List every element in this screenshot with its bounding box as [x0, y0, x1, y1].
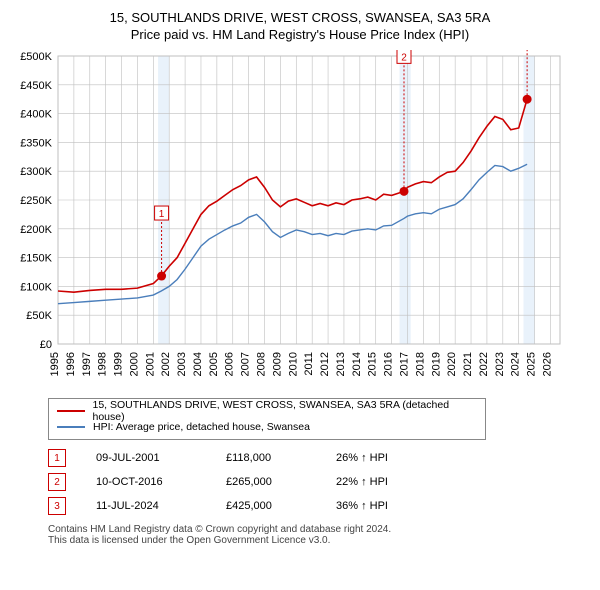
svg-text:£450K: £450K [20, 80, 52, 92]
svg-text:1995: 1995 [49, 352, 61, 376]
svg-text:2012: 2012 [319, 352, 331, 376]
svg-text:2001: 2001 [144, 352, 156, 376]
event-marker: 3 [48, 497, 66, 515]
svg-text:£100K: £100K [20, 281, 52, 293]
chart-title-line1: 15, SOUTHLANDS DRIVE, WEST CROSS, SWANSE… [10, 10, 590, 25]
svg-text:2010: 2010 [287, 352, 299, 376]
svg-text:2024: 2024 [510, 352, 522, 376]
svg-text:2002: 2002 [160, 352, 172, 376]
svg-text:2023: 2023 [494, 352, 506, 376]
event-price: £265,000 [226, 476, 306, 488]
footer-line2: This data is licensed under the Open Gov… [48, 535, 590, 546]
footer-line1: Contains HM Land Registry data © Crown c… [48, 524, 590, 535]
svg-text:2013: 2013 [335, 352, 347, 376]
svg-text:1998: 1998 [97, 352, 109, 376]
svg-text:2020: 2020 [446, 352, 458, 376]
svg-text:2007: 2007 [240, 352, 252, 376]
legend-swatch [57, 410, 85, 412]
event-pct: 36% ↑ HPI [336, 500, 436, 512]
svg-text:2019: 2019 [430, 352, 442, 376]
svg-text:2006: 2006 [224, 352, 236, 376]
event-date: 10-OCT-2016 [96, 476, 196, 488]
svg-text:£350K: £350K [20, 137, 52, 149]
svg-text:2015: 2015 [367, 352, 379, 376]
event-pct: 26% ↑ HPI [336, 452, 436, 464]
svg-text:2004: 2004 [192, 352, 204, 376]
svg-text:2022: 2022 [478, 352, 490, 376]
legend: 15, SOUTHLANDS DRIVE, WEST CROSS, SWANSE… [48, 398, 486, 440]
svg-text:£0: £0 [40, 339, 52, 351]
svg-text:1999: 1999 [113, 352, 125, 376]
price-chart: £0 £50K £100K £150K £200K £250K £300K £350K £400… [10, 50, 570, 390]
legend-swatch [57, 426, 85, 428]
svg-text:£400K: £400K [20, 109, 52, 121]
svg-text:1996: 1996 [65, 352, 77, 376]
chart-title-line2: Price paid vs. HM Land Registry's House … [10, 27, 590, 42]
svg-text:£250K: £250K [20, 195, 52, 207]
svg-text:£300K: £300K [20, 166, 52, 178]
svg-text:2026: 2026 [541, 352, 553, 376]
svg-text:1997: 1997 [81, 352, 93, 376]
legend-label: 15, SOUTHLANDS DRIVE, WEST CROSS, SWANSE… [93, 399, 478, 423]
legend-row: 15, SOUTHLANDS DRIVE, WEST CROSS, SWANSE… [57, 403, 477, 419]
svg-text:1: 1 [159, 209, 165, 220]
event-row: 3 11-JUL-2024 £425,000 36% ↑ HPI [48, 494, 590, 518]
svg-text:2014: 2014 [351, 352, 363, 376]
event-row: 2 10-OCT-2016 £265,000 22% ↑ HPI [48, 470, 590, 494]
svg-text:2008: 2008 [256, 352, 268, 376]
events-table: 1 09-JUL-2001 £118,000 26% ↑ HPI 2 10-OCT-201… [48, 446, 590, 518]
event-marker: 2 [48, 473, 66, 491]
svg-text:2018: 2018 [414, 352, 426, 376]
svg-text:2009: 2009 [271, 352, 283, 376]
legend-label: HPI: Average price, detached house, Swan… [93, 421, 310, 433]
svg-text:£150K: £150K [20, 253, 52, 265]
svg-text:2017: 2017 [398, 352, 410, 376]
svg-text:2: 2 [401, 52, 407, 63]
svg-text:2000: 2000 [128, 352, 140, 376]
svg-text:£500K: £500K [20, 51, 52, 63]
event-row: 1 09-JUL-2001 £118,000 26% ↑ HPI [48, 446, 590, 470]
event-date: 11-JUL-2024 [96, 500, 196, 512]
svg-text:2025: 2025 [526, 352, 538, 376]
svg-text:2011: 2011 [303, 352, 315, 376]
svg-text:2016: 2016 [383, 352, 395, 376]
svg-text:2003: 2003 [176, 352, 188, 376]
svg-text:£50K: £50K [26, 310, 52, 322]
event-price: £425,000 [226, 500, 306, 512]
svg-text:2005: 2005 [208, 352, 220, 376]
event-price: £118,000 [226, 452, 306, 464]
svg-text:£200K: £200K [20, 224, 52, 236]
event-date: 09-JUL-2001 [96, 452, 196, 464]
svg-text:2021: 2021 [462, 352, 474, 376]
event-pct: 22% ↑ HPI [336, 476, 436, 488]
event-marker: 1 [48, 449, 66, 467]
